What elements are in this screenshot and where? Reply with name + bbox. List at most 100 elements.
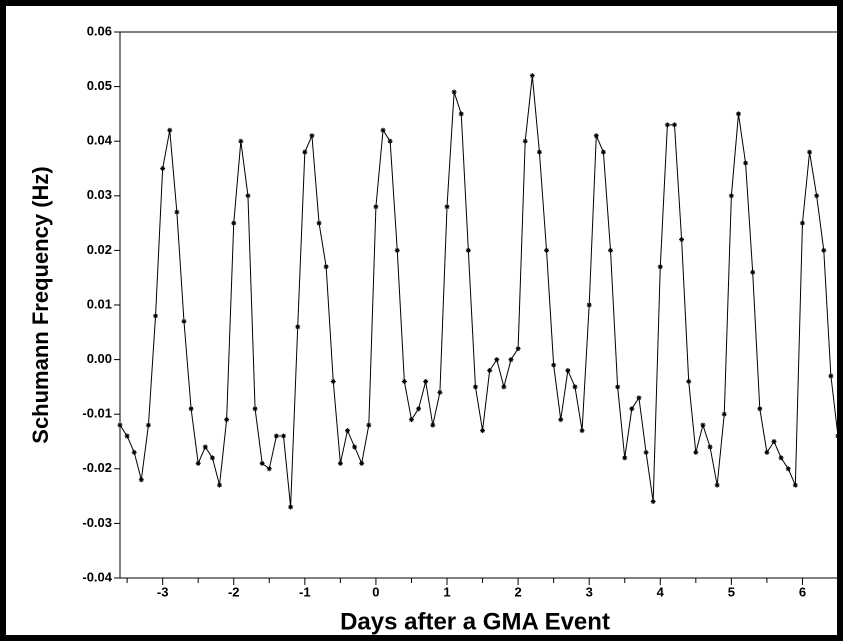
data-marker bbox=[202, 444, 208, 450]
data-marker bbox=[501, 384, 507, 390]
x-tick-label: -1 bbox=[299, 584, 311, 599]
data-marker bbox=[487, 368, 493, 374]
data-marker bbox=[145, 422, 151, 428]
data-marker bbox=[494, 357, 500, 363]
data-marker bbox=[131, 449, 137, 455]
data-marker bbox=[323, 264, 329, 270]
data-marker bbox=[679, 236, 685, 242]
x-tick-label: 0 bbox=[372, 584, 379, 599]
x-tick-label: 5 bbox=[728, 584, 735, 599]
y-tick-label: 0.03 bbox=[87, 187, 112, 202]
data-marker bbox=[835, 433, 841, 439]
data-marker bbox=[700, 422, 706, 428]
data-marker bbox=[707, 444, 713, 450]
data-marker bbox=[366, 422, 372, 428]
data-marker bbox=[807, 149, 813, 155]
x-tick-label: -3 bbox=[157, 584, 169, 599]
data-marker bbox=[536, 149, 542, 155]
y-tick-label: 0.05 bbox=[87, 78, 112, 93]
data-marker bbox=[465, 247, 471, 253]
data-marker bbox=[344, 428, 350, 434]
data-marker bbox=[778, 455, 784, 461]
data-marker bbox=[743, 160, 749, 166]
y-tick-label: -0.01 bbox=[82, 406, 112, 421]
data-marker bbox=[281, 433, 287, 439]
data-marker bbox=[444, 204, 450, 210]
data-line bbox=[119, 75, 839, 508]
data-marker bbox=[714, 482, 720, 488]
data-marker bbox=[593, 133, 599, 139]
data-marker bbox=[373, 204, 379, 210]
y-tick-label: -0.03 bbox=[82, 515, 112, 530]
data-marker bbox=[167, 127, 173, 133]
data-marker bbox=[117, 422, 123, 428]
data-marker bbox=[330, 378, 336, 384]
data-marker bbox=[266, 466, 272, 472]
y-tick-label: 0.01 bbox=[87, 296, 112, 311]
y-tick-label: 0.00 bbox=[87, 351, 112, 366]
data-marker bbox=[160, 166, 166, 171]
data-marker bbox=[380, 127, 386, 133]
data-marker bbox=[671, 122, 677, 128]
y-axis-title: Schumann Frequency (Hz) bbox=[28, 166, 53, 443]
data-marker bbox=[622, 455, 628, 461]
data-marker bbox=[785, 466, 791, 472]
y-tick-label: 0.04 bbox=[87, 133, 113, 148]
data-marker bbox=[657, 264, 663, 270]
data-marker bbox=[394, 247, 400, 253]
data-marker bbox=[195, 460, 201, 466]
data-marker bbox=[629, 406, 635, 412]
data-marker bbox=[359, 460, 365, 466]
data-marker bbox=[458, 111, 464, 117]
data-marker bbox=[636, 395, 642, 401]
data-marker bbox=[579, 428, 585, 434]
data-marker bbox=[423, 378, 429, 384]
data-marker bbox=[153, 313, 159, 319]
data-marker bbox=[451, 89, 457, 95]
data-marker bbox=[224, 417, 230, 423]
data-marker bbox=[728, 193, 734, 199]
y-tick-label: 0.02 bbox=[87, 242, 112, 257]
x-tick-label: 3 bbox=[586, 584, 593, 599]
data-marker bbox=[295, 324, 301, 330]
data-marker bbox=[565, 368, 571, 374]
data-marker bbox=[508, 357, 514, 363]
data-marker bbox=[792, 482, 798, 488]
data-marker bbox=[480, 428, 486, 434]
y-tick-label: -0.04 bbox=[82, 569, 112, 584]
data-marker bbox=[529, 73, 535, 79]
data-marker bbox=[551, 362, 557, 368]
data-marker bbox=[686, 378, 692, 384]
data-marker bbox=[615, 384, 621, 390]
data-marker bbox=[558, 417, 564, 423]
data-marker bbox=[650, 499, 656, 505]
x-tick-label: 1 bbox=[443, 584, 450, 599]
data-marker bbox=[188, 406, 194, 412]
x-axis-title: Days after a GMA Event bbox=[340, 608, 610, 635]
x-tick-label: 6 bbox=[799, 584, 806, 599]
data-marker bbox=[259, 460, 265, 466]
data-marker bbox=[472, 384, 478, 390]
data-marker bbox=[408, 417, 414, 423]
data-marker bbox=[138, 477, 144, 483]
data-marker bbox=[416, 406, 422, 412]
data-marker bbox=[664, 122, 670, 128]
data-marker bbox=[181, 318, 187, 324]
data-marker bbox=[437, 389, 443, 395]
data-marker bbox=[757, 406, 763, 412]
data-marker bbox=[302, 149, 308, 155]
x-tick-label: 4 bbox=[657, 584, 665, 599]
data-marker bbox=[799, 220, 805, 226]
data-marker bbox=[608, 247, 614, 253]
data-marker bbox=[771, 439, 777, 444]
data-marker bbox=[316, 220, 322, 226]
data-marker bbox=[245, 193, 251, 199]
plot-area bbox=[119, 31, 839, 579]
x-tick-label: 2 bbox=[514, 584, 521, 599]
data-marker bbox=[600, 149, 606, 155]
data-marker bbox=[387, 138, 393, 144]
data-marker bbox=[586, 302, 592, 308]
data-marker bbox=[337, 460, 343, 466]
